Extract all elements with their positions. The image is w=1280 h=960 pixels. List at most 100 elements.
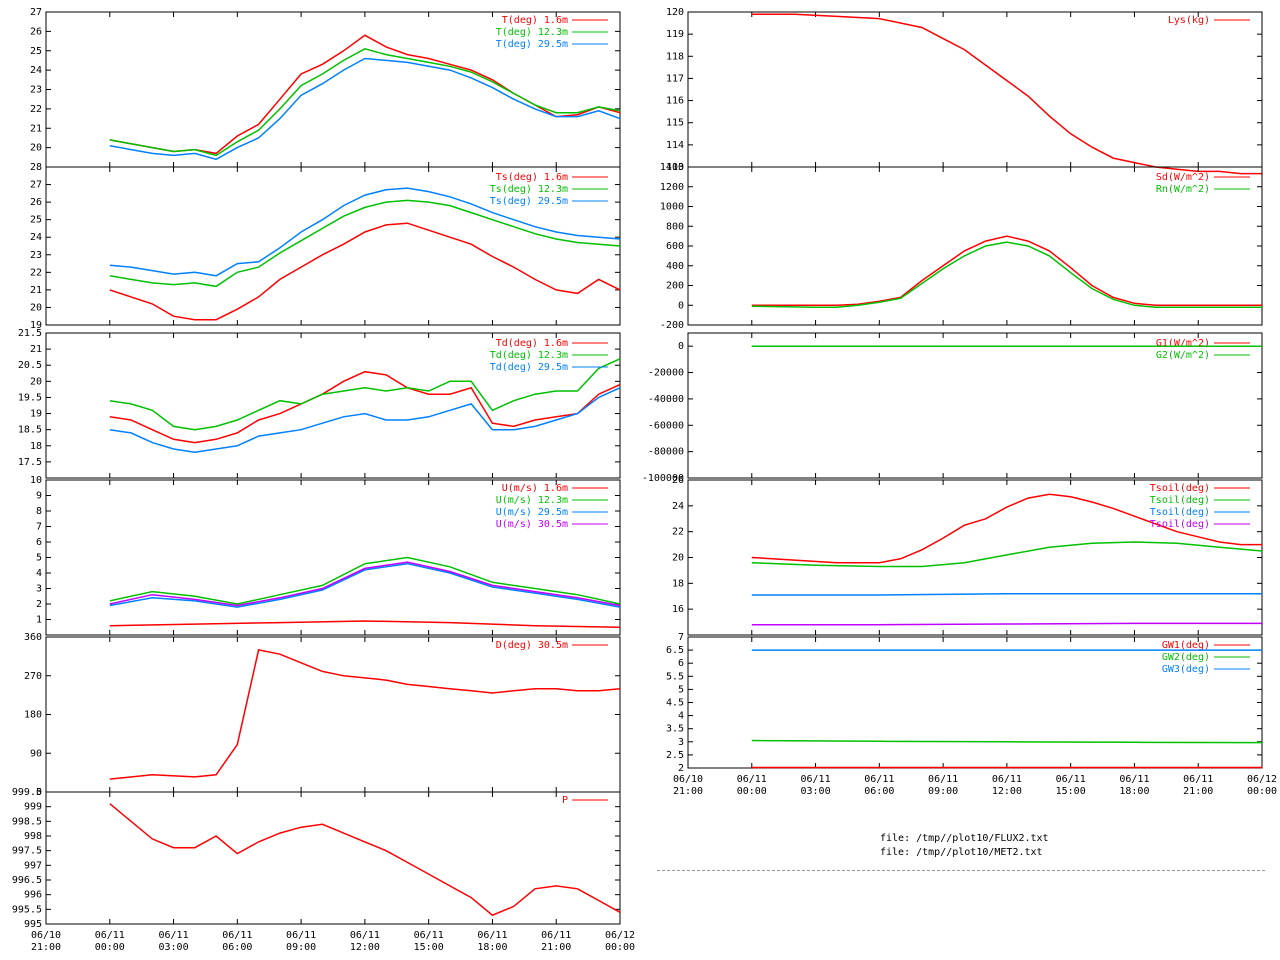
series-line-u-1 — [109, 556, 621, 605]
ytick-label-rad: 1200 — [660, 182, 684, 193]
ytick-label-p: 995.5 — [12, 904, 42, 915]
legend-label-td-1: Td(deg) 12.3m — [490, 350, 568, 361]
xtick-time-label: 06:00 — [222, 942, 252, 953]
xtick-date-label: 06/11 — [801, 774, 831, 785]
xtick-time-label: 12:00 — [992, 786, 1022, 797]
series-line-td-1 — [109, 358, 621, 431]
ytick-label-rad: -200 — [660, 320, 684, 331]
series-line-rad-1 — [751, 241, 1262, 308]
series-line-lys-0 — [751, 13, 1262, 175]
xtick-time-label: 06:00 — [864, 786, 894, 797]
ytick-label-t: 24 — [30, 65, 42, 76]
ytick-label-g: -40000 — [648, 394, 684, 405]
frame-d — [45, 636, 621, 793]
legend-label-tsoil-0: Tsoil(deg) — [1150, 483, 1210, 494]
ytick-label-td: 21 — [30, 344, 42, 355]
xtick-date-label: 06/11 — [1183, 774, 1213, 785]
ytick-label-gw: 4.5 — [666, 698, 684, 709]
ytick-label-u: 7 — [36, 522, 42, 533]
frame-td — [45, 332, 621, 479]
ytick-label-u: 3 — [36, 584, 42, 595]
ytick-label-rad: 0 — [678, 300, 684, 311]
ytick-label-ts: 28 — [30, 162, 42, 173]
xtick-time-label: 09:00 — [928, 786, 958, 797]
ytick-label-td: 17.5 — [18, 457, 42, 468]
xtick-time-label: 21:00 — [673, 786, 703, 797]
ytick-label-tsoil: 16 — [672, 604, 684, 615]
ytick-label-rad: 400 — [666, 261, 684, 272]
ytick-label-lys: 118 — [666, 51, 684, 62]
legend-label-gw-1: GW2(deg) — [1162, 652, 1210, 663]
xtick-time-label: 00:00 — [605, 942, 635, 953]
ytick-label-gw: 6.5 — [666, 645, 684, 656]
ytick-label-ts: 21 — [30, 285, 42, 296]
xtick-time-label: 15:00 — [1056, 786, 1086, 797]
ytick-label-lys: 117 — [666, 73, 684, 84]
xtick-time-label: 03:00 — [159, 942, 189, 953]
ytick-label-rad: 1400 — [660, 162, 684, 173]
ytick-label-g: -80000 — [648, 447, 684, 458]
ytick-label-g: -20000 — [648, 368, 684, 379]
ytick-label-ts: 20 — [30, 302, 42, 313]
series-line-p-0 — [109, 803, 621, 917]
file-flux: file: /tmp//plot10/FLUX2.txt — [880, 833, 1049, 844]
ytick-label-u: 10 — [30, 475, 42, 486]
legend-label-td-0: Td(deg) 1.6m — [496, 338, 568, 349]
ytick-label-p: 996 — [24, 890, 42, 901]
series-line-td-0 — [109, 370, 621, 444]
legend-label-ts-0: Ts(deg) 1.6m — [496, 172, 568, 183]
ytick-label-p: 998 — [24, 831, 42, 842]
xtick-time-label: 21:00 — [31, 942, 61, 953]
xtick-date-label: 06/11 — [350, 930, 380, 941]
legend-label-u-1: U(m/s) 12.3m — [496, 495, 568, 506]
ytick-label-lys: 114 — [666, 140, 684, 151]
xtick-date-label: 06/11 — [737, 774, 767, 785]
ytick-label-tsoil: 26 — [672, 475, 684, 486]
ytick-label-gw: 5.5 — [666, 671, 684, 682]
xtick-date-label: 06/11 — [1119, 774, 1149, 785]
series-line-u-3 — [109, 561, 621, 607]
ytick-label-u: 8 — [36, 506, 42, 517]
ytick-label-td: 20.5 — [18, 360, 42, 371]
ytick-label-t: 25 — [30, 46, 42, 57]
dashed-divider — [657, 870, 1265, 871]
xtick-date-label: 06/11 — [159, 930, 189, 941]
ytick-label-gw: 7 — [678, 632, 684, 643]
ytick-label-t: 26 — [30, 26, 42, 37]
ytick-label-td: 18.5 — [18, 425, 42, 436]
xtick-time-label: 00:00 — [737, 786, 767, 797]
ytick-label-u: 1 — [36, 615, 42, 626]
ytick-label-ts: 22 — [30, 267, 42, 278]
ytick-label-gw: 5 — [678, 684, 684, 695]
ytick-label-gw: 4 — [678, 711, 684, 722]
ytick-label-p: 997.5 — [12, 846, 42, 857]
file-met: file: /tmp//plot10/MET2.txt — [880, 847, 1043, 858]
ytick-label-t: 21 — [30, 123, 42, 134]
ytick-label-g: -60000 — [648, 420, 684, 431]
ytick-label-ts: 26 — [30, 197, 42, 208]
ytick-label-t: 23 — [30, 85, 42, 96]
ytick-label-d: 0 — [36, 787, 42, 798]
legend-label-tsoil-2: Tsoil(deg) — [1150, 507, 1210, 518]
ytick-label-t: 27 — [30, 7, 42, 18]
xtick-time-label: 00:00 — [95, 942, 125, 953]
ytick-label-d: 90 — [30, 748, 42, 759]
ytick-label-ts: 23 — [30, 250, 42, 261]
legend-label-tsoil-1: Tsoil(deg) — [1150, 495, 1210, 506]
ytick-label-d: 180 — [24, 710, 42, 721]
ytick-label-lys: 115 — [666, 118, 684, 129]
ytick-label-rad: 800 — [666, 221, 684, 232]
ytick-label-p: 999.5 — [12, 787, 42, 798]
legend-label-t-2: T(deg) 29.5m — [496, 39, 568, 50]
ytick-label-lys: 120 — [666, 7, 684, 18]
xtick-date-label: 06/11 — [864, 774, 894, 785]
xtick-time-label: 12:00 — [350, 942, 380, 953]
ytick-label-rad: 200 — [666, 281, 684, 292]
ytick-label-td: 19.5 — [18, 392, 42, 403]
ytick-label-p: 998.5 — [12, 816, 42, 827]
ytick-label-lys: 119 — [666, 29, 684, 40]
ytick-label-tsoil: 22 — [672, 527, 684, 538]
legend-label-lys-0: Lys(kg) — [1168, 15, 1210, 26]
legend-label-d-0: D(deg) 30.5m — [496, 640, 568, 651]
